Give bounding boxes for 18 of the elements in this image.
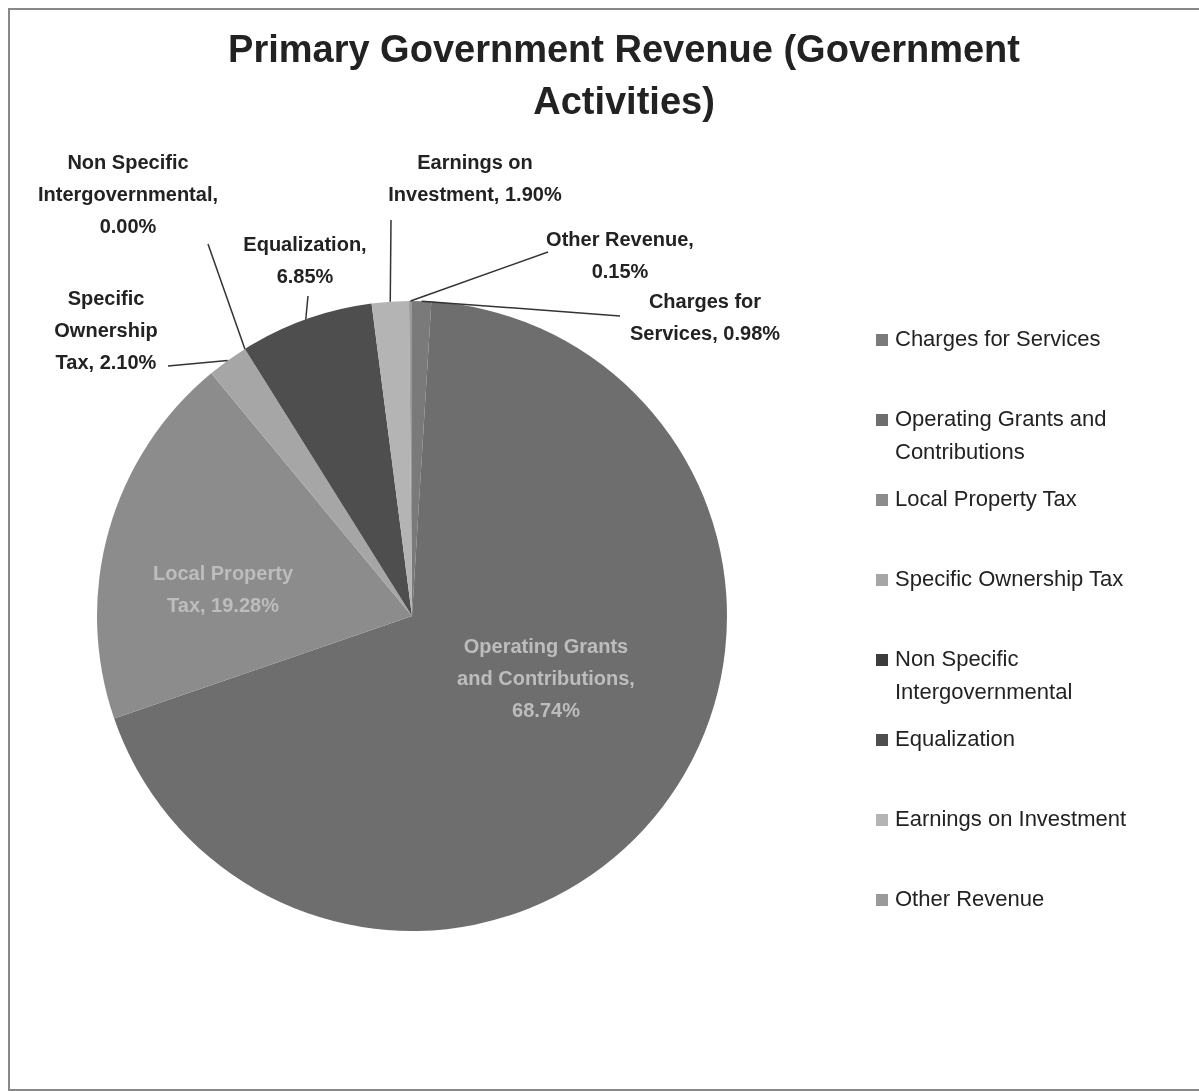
data-label: Earnings on Investment, 1.90% <box>388 151 562 205</box>
data-label: Other Revenue, 0.15% <box>546 228 694 282</box>
legend-label: Other Revenue <box>895 885 1045 911</box>
pie-slice <box>211 348 412 616</box>
legend-label: Specific Ownership Tax <box>895 565 1124 591</box>
legend-label: Local Property Tax <box>895 485 1077 511</box>
legend-label: Operating Grants and Contributions <box>895 405 1107 464</box>
data-label: Charges for Services, 0.98% <box>629 290 781 344</box>
pie-slice <box>97 373 412 719</box>
data-label: Operating Grants and Contributions, 68.74% <box>457 635 635 721</box>
legend-label: Non Specific Intergovernmental <box>895 645 1073 704</box>
chart-title: Primary Government Revenue (Government Activities) <box>228 28 1021 122</box>
legend-label: Earnings on Investment <box>895 805 1127 831</box>
data-label: Specific Ownership Tax, 2.10% <box>54 287 158 373</box>
text: Non Specific Intergovernmental, 0.00% <box>37 151 219 237</box>
legend-label: Equalization <box>895 725 1015 751</box>
legend-label: Charges for Services <box>895 325 1101 351</box>
data-label: Equalization, 6.85% <box>243 233 367 287</box>
